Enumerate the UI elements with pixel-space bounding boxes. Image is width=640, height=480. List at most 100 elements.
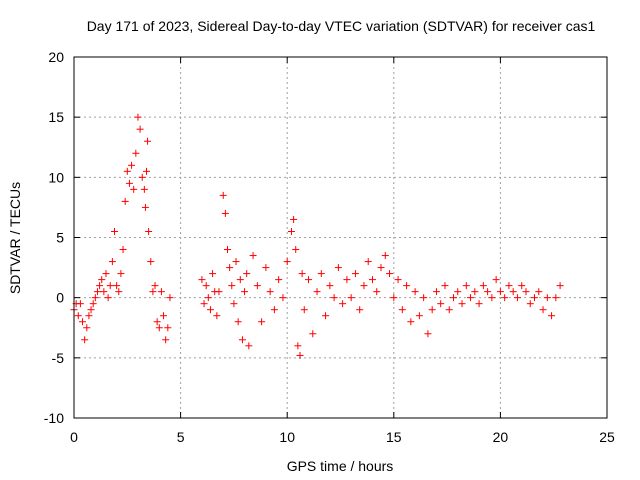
x-tick-label: 5 xyxy=(177,429,185,445)
data-point xyxy=(155,324,163,332)
data-point xyxy=(441,282,449,290)
data-point xyxy=(377,264,385,272)
data-point xyxy=(411,288,419,296)
data-point xyxy=(381,252,389,260)
data-point xyxy=(138,173,146,181)
data-point xyxy=(509,288,517,296)
x-tick-label: 0 xyxy=(70,429,78,445)
y-tick-label: 0 xyxy=(56,290,64,306)
chart-title: Day 171 of 2023, Sidereal Day-to-day VTE… xyxy=(87,18,596,34)
data-point xyxy=(407,318,415,326)
data-point xyxy=(100,288,108,296)
data-point xyxy=(475,300,483,308)
data-point xyxy=(213,312,221,320)
data-point xyxy=(93,288,101,296)
data-point xyxy=(89,300,97,308)
data-point xyxy=(334,264,342,272)
data-point xyxy=(241,288,249,296)
data-point xyxy=(424,330,432,338)
data-point xyxy=(123,167,131,175)
data-point xyxy=(294,342,302,350)
data-point xyxy=(230,300,238,308)
data-point xyxy=(106,282,114,290)
data-point xyxy=(228,282,236,290)
y-tick-label: 10 xyxy=(48,169,64,185)
data-point xyxy=(339,300,347,308)
data-point xyxy=(305,276,313,284)
data-point xyxy=(496,288,504,296)
data-point xyxy=(79,318,87,326)
data-point xyxy=(535,288,543,296)
data-point xyxy=(458,300,466,308)
data-point xyxy=(364,258,372,266)
data-point xyxy=(283,258,291,266)
data-point xyxy=(471,288,479,296)
data-point xyxy=(531,294,539,302)
data-point xyxy=(232,258,240,266)
tick-labels: 0 5 10 15 20 25 -10 -5 0 5 10 15 20 xyxy=(44,49,615,445)
data-point xyxy=(81,336,89,344)
y-tick-label: -5 xyxy=(52,350,65,366)
x-tick-label: 25 xyxy=(599,429,615,445)
data-point xyxy=(236,276,244,284)
data-point xyxy=(226,264,234,272)
y-axis-label: SDTVAR / TECUs xyxy=(7,182,23,294)
data-point xyxy=(253,282,261,290)
data-point xyxy=(104,294,112,302)
data-point xyxy=(74,312,82,320)
data-point xyxy=(347,294,355,302)
y-tick-label: 15 xyxy=(48,109,64,125)
data-point xyxy=(206,306,214,314)
data-point xyxy=(420,294,428,302)
data-point xyxy=(501,294,509,302)
data-points xyxy=(70,113,564,359)
data-point xyxy=(200,300,208,308)
data-point xyxy=(238,336,246,344)
data-point xyxy=(437,300,445,308)
data-point xyxy=(479,282,487,290)
data-point xyxy=(403,282,411,290)
data-point xyxy=(198,276,206,284)
data-point xyxy=(83,324,91,332)
data-point xyxy=(141,203,149,211)
data-point xyxy=(322,312,330,320)
data-point xyxy=(398,306,406,314)
data-point xyxy=(356,306,364,314)
data-point xyxy=(488,294,496,302)
data-point xyxy=(115,288,123,296)
data-point xyxy=(102,270,110,278)
data-point xyxy=(492,276,500,284)
data-point xyxy=(390,294,398,302)
data-point xyxy=(76,300,84,308)
data-point xyxy=(505,282,513,290)
grid xyxy=(74,57,607,418)
data-point xyxy=(119,246,127,254)
data-point xyxy=(432,288,440,296)
data-point xyxy=(543,294,551,302)
data-point xyxy=(224,246,232,254)
data-point xyxy=(111,227,119,235)
data-point xyxy=(219,191,227,199)
data-point xyxy=(147,258,155,266)
data-point xyxy=(162,336,170,344)
data-point xyxy=(160,312,168,320)
data-point xyxy=(296,351,304,359)
data-point xyxy=(454,288,462,296)
data-point xyxy=(204,294,212,302)
data-point xyxy=(326,282,334,290)
data-point xyxy=(85,312,93,320)
data-point xyxy=(117,270,125,278)
data-point xyxy=(287,227,295,235)
data-point xyxy=(266,288,274,296)
data-point xyxy=(309,330,317,338)
data-point xyxy=(134,113,142,121)
data-point xyxy=(136,125,144,133)
data-point xyxy=(275,276,283,284)
data-point xyxy=(518,282,526,290)
data-point xyxy=(526,300,534,308)
data-point xyxy=(428,306,436,314)
data-point xyxy=(484,288,492,296)
data-point xyxy=(415,312,423,320)
data-point xyxy=(209,270,217,278)
